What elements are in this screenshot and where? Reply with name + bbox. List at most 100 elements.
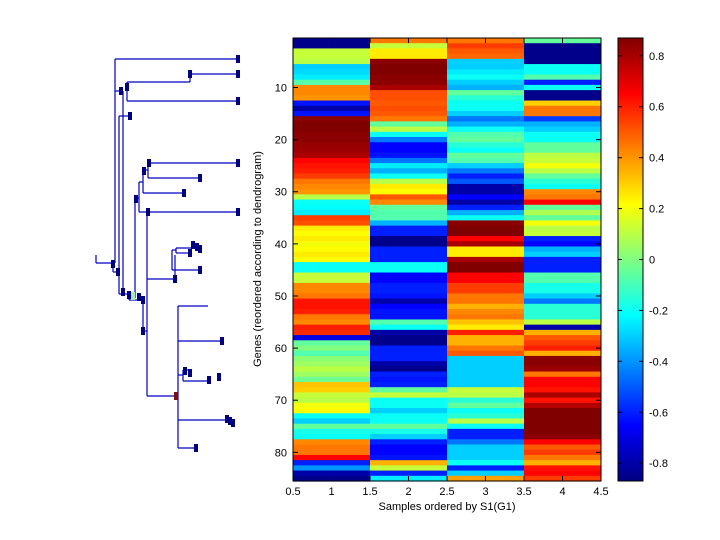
heatmap-cell: [447, 371, 525, 378]
heatmap-cell: [447, 95, 525, 102]
heatmap-cell: [293, 460, 371, 466]
heatmap-cell: [370, 225, 448, 232]
heatmap-cell: [447, 90, 525, 96]
heatmap-cell: [370, 298, 448, 305]
heatmap-cell: [524, 314, 602, 321]
heatmap-cell: [447, 131, 525, 138]
heatmap-cell: [447, 246, 525, 253]
dendrogram-node-marker: [173, 275, 177, 283]
dendrogram-node-marker: [236, 97, 240, 105]
heatmap-cell: [447, 178, 525, 185]
heatmap-cell: [293, 277, 371, 284]
heatmap-cell: [370, 43, 448, 50]
heatmap-cell: [293, 157, 371, 164]
heatmap-cell: [293, 95, 371, 102]
dendrogram-node-marker: [236, 70, 240, 78]
dendrogram-node-marker: [194, 444, 198, 452]
heatmap-cell: [524, 366, 602, 373]
heatmap-cell: [293, 449, 371, 456]
heatmap-cell: [447, 454, 525, 461]
heatmap-cell: [524, 53, 602, 60]
heatmap-cell: [293, 319, 371, 326]
x-tick-label: 2.5: [439, 486, 454, 498]
heatmap-cell: [447, 116, 525, 122]
heatmap-cell: [370, 236, 448, 242]
heatmap-cell: [293, 288, 371, 294]
heatmap-cell: [524, 329, 602, 336]
heatmap-cell: [370, 84, 448, 91]
dendrogram-node-marker: [147, 159, 151, 167]
heatmap-cell: [370, 220, 448, 227]
heatmap-cell: [447, 225, 525, 232]
heatmap-cell: [447, 366, 525, 373]
heatmap-cell: [447, 345, 525, 352]
colorbar-tick-label: 0.6: [649, 102, 664, 114]
heatmap-cell: [293, 152, 371, 159]
heatmap-cell: [370, 215, 448, 222]
heatmap-cell: [447, 282, 525, 289]
heatmap-cell: [447, 350, 525, 357]
heatmap-cell: [447, 230, 525, 237]
heatmap-cell: [293, 434, 371, 440]
heatmap-cell: [524, 246, 602, 253]
heatmap-cell: [293, 329, 371, 336]
heatmap-cell: [293, 43, 371, 50]
heatmap-cell: [370, 335, 448, 341]
heatmap-cell: [447, 277, 525, 284]
heatmap-cell: [524, 173, 602, 180]
heatmap-cell: [293, 58, 371, 65]
heatmap-cell: [370, 194, 448, 201]
heatmap-cell: [447, 163, 525, 169]
heatmap-cell: [370, 371, 448, 378]
heatmap-cell: [293, 220, 371, 227]
heatmap-cell: [370, 53, 448, 60]
heatmap-cell: [524, 340, 602, 347]
dendrogram-node-marker: [188, 249, 192, 257]
heatmap-cell: [370, 293, 448, 300]
heatmap: [293, 38, 602, 482]
heatmap-cell: [447, 168, 525, 175]
heatmap-cell: [524, 95, 602, 102]
heatmap-cell: [447, 194, 525, 201]
heatmap-cell: [370, 230, 448, 237]
heatmap-cell: [524, 79, 602, 86]
heatmap-cell: [370, 444, 448, 451]
heatmap-cell: [447, 199, 525, 206]
y-tick-label: 50: [275, 291, 287, 303]
heatmap-cell: [447, 272, 525, 279]
y-axis-label: Genes (reordered according to dendrogram…: [252, 151, 264, 367]
heatmap-cell: [524, 408, 602, 414]
heatmap-cell: [293, 246, 371, 253]
heatmap-cell: [447, 100, 525, 107]
heatmap-cell: [293, 392, 371, 399]
dendrogram: [95, 55, 240, 452]
heatmap-cell: [447, 423, 525, 430]
heatmap-cell: [293, 131, 371, 138]
heatmap-cell: [524, 157, 602, 164]
heatmap-cell: [447, 58, 525, 65]
colorbar-tick-label: -0.2: [649, 305, 668, 317]
heatmap-cell: [370, 267, 448, 274]
heatmap-cell: [293, 366, 371, 373]
heatmap-cell: [293, 147, 371, 154]
heatmap-cell: [524, 215, 602, 222]
heatmap-cell: [447, 288, 525, 294]
heatmap-cell: [524, 272, 602, 279]
heatmap-cell: [293, 309, 371, 315]
heatmap-cell: [293, 355, 371, 362]
heatmap-cell: [524, 116, 602, 122]
heatmap-cell: [447, 470, 525, 477]
heatmap-cell: [447, 147, 525, 154]
heatmap-cell: [293, 100, 371, 107]
heatmap-cell: [293, 90, 371, 96]
heatmap-cell: [293, 189, 371, 195]
heatmap-cell: [447, 428, 525, 435]
heatmap-cell: [370, 277, 448, 284]
dendrogram-node-marker: [188, 70, 192, 78]
heatmap-cell: [370, 272, 448, 279]
heatmap-cell: [524, 225, 602, 232]
heatmap-cell: [293, 282, 371, 289]
heatmap-cell: [370, 329, 448, 336]
dendrogram-node-marker: [207, 376, 211, 384]
y-tick-label: 10: [275, 83, 287, 95]
